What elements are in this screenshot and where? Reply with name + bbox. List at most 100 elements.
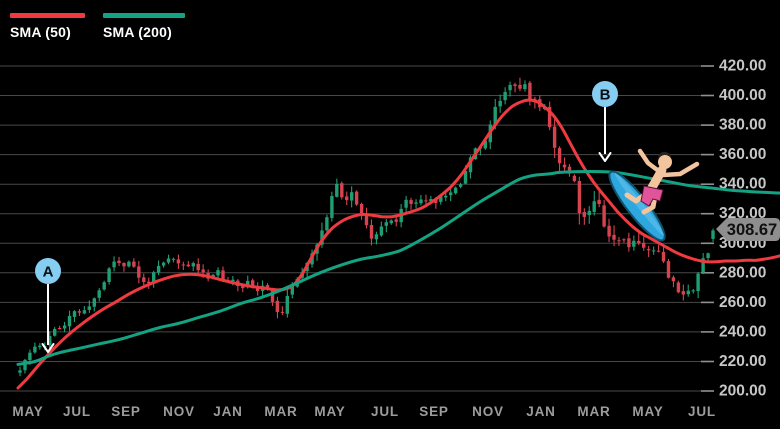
last-price-badge: 308.67 — [716, 218, 780, 241]
candle-body — [627, 238, 631, 248]
candle-body — [552, 126, 557, 148]
candle-wick — [479, 146, 481, 156]
candle-body — [171, 258, 176, 260]
candle-body — [637, 240, 641, 244]
candle-wick — [187, 260, 189, 267]
candle-body — [221, 270, 225, 280]
candle-body — [122, 263, 126, 267]
candle-body — [142, 277, 146, 282]
candle-wick — [514, 82, 516, 93]
candle-body — [241, 285, 245, 288]
candle-body — [330, 196, 334, 218]
surfer-hair — [658, 151, 672, 161]
candle-body — [597, 199, 601, 204]
last-price-label: 308.67 — [727, 221, 777, 239]
candle-body — [701, 258, 705, 273]
candle-body — [671, 277, 676, 282]
candle-body — [686, 290, 690, 295]
candle-body — [132, 261, 136, 267]
candle-body — [572, 175, 577, 182]
candle-body — [567, 166, 572, 174]
annotation-B: B — [592, 81, 618, 162]
candle-body — [57, 328, 62, 329]
candle-body — [651, 250, 656, 252]
candle-body — [255, 288, 260, 292]
candle-body — [201, 269, 205, 273]
candle-body — [696, 273, 700, 292]
surfer-head — [658, 155, 672, 169]
annotation-letter: B — [600, 87, 611, 104]
y-tick-label: 360.00 — [719, 146, 766, 163]
candle-body — [711, 230, 715, 239]
candle-body — [147, 281, 151, 283]
x-tick-label: JUL — [371, 404, 399, 419]
candle-body — [587, 210, 591, 216]
candle-body — [92, 298, 96, 307]
annotation-A: A — [35, 258, 61, 353]
candle-wick — [618, 237, 620, 246]
x-tick-label: JUL — [63, 404, 91, 419]
candle-wick — [425, 194, 427, 205]
x-tick-label: SEP — [111, 404, 140, 419]
candle-wick — [623, 238, 625, 243]
candle-body — [166, 258, 171, 263]
candle-body — [161, 262, 166, 266]
y-tick-label: 200.00 — [719, 383, 766, 400]
candle-body — [320, 230, 324, 245]
candle-body — [28, 352, 32, 360]
y-tick-label: 220.00 — [719, 353, 766, 370]
candle-body — [270, 288, 275, 302]
x-tick-label: MAR — [264, 404, 297, 419]
candle-body — [369, 225, 374, 239]
candle-body — [152, 272, 156, 284]
candle-body — [102, 282, 106, 290]
candle-wick — [672, 275, 674, 288]
sma200-label: SMA (200) — [103, 23, 172, 40]
candle-body — [592, 201, 596, 212]
candle-body — [97, 290, 101, 298]
candle-body — [414, 202, 418, 204]
candle-body — [191, 263, 195, 267]
legend-item-sma200: SMA (200) — [103, 13, 185, 40]
candle-body — [53, 329, 57, 336]
candle-wick — [182, 261, 184, 270]
surfer-right-arm — [660, 161, 700, 178]
candle-body — [290, 285, 294, 295]
candle-body — [523, 84, 527, 90]
x-tick-label: NOV — [472, 404, 504, 419]
candle-body — [676, 282, 681, 293]
candle-body — [661, 251, 666, 262]
y-tick-label: 420.00 — [719, 58, 766, 75]
candle-body — [82, 310, 87, 314]
x-tick-label: JUL — [688, 404, 716, 419]
candle-body — [518, 84, 522, 89]
candle-body — [196, 263, 200, 271]
candle-body — [691, 290, 695, 292]
legend: SMA (50) SMA (200) — [10, 13, 185, 40]
candle-wick — [638, 232, 640, 246]
candle-body — [533, 98, 537, 100]
candle-body — [617, 240, 621, 242]
candle-body — [38, 345, 42, 348]
candle-body — [231, 279, 235, 282]
y-tick-label: 380.00 — [719, 117, 766, 134]
candle-body — [607, 225, 611, 237]
x-tick-label: JAN — [213, 404, 242, 419]
candle-body — [325, 217, 329, 231]
candle-body — [340, 183, 344, 198]
sma200-line — [16, 170, 780, 366]
candle-body — [18, 370, 22, 373]
candle-body — [33, 346, 37, 353]
candle-body — [706, 253, 710, 258]
candle-body — [562, 164, 567, 168]
candle-wick — [658, 244, 660, 253]
candle-body — [458, 184, 463, 187]
candle-body — [285, 296, 289, 314]
x-tick-label: MAY — [632, 404, 663, 419]
y-tick-label: 240.00 — [719, 323, 766, 340]
candle-wick — [59, 325, 61, 330]
candle-body — [72, 311, 77, 317]
candle-body — [498, 100, 502, 107]
candle-body — [364, 214, 369, 226]
